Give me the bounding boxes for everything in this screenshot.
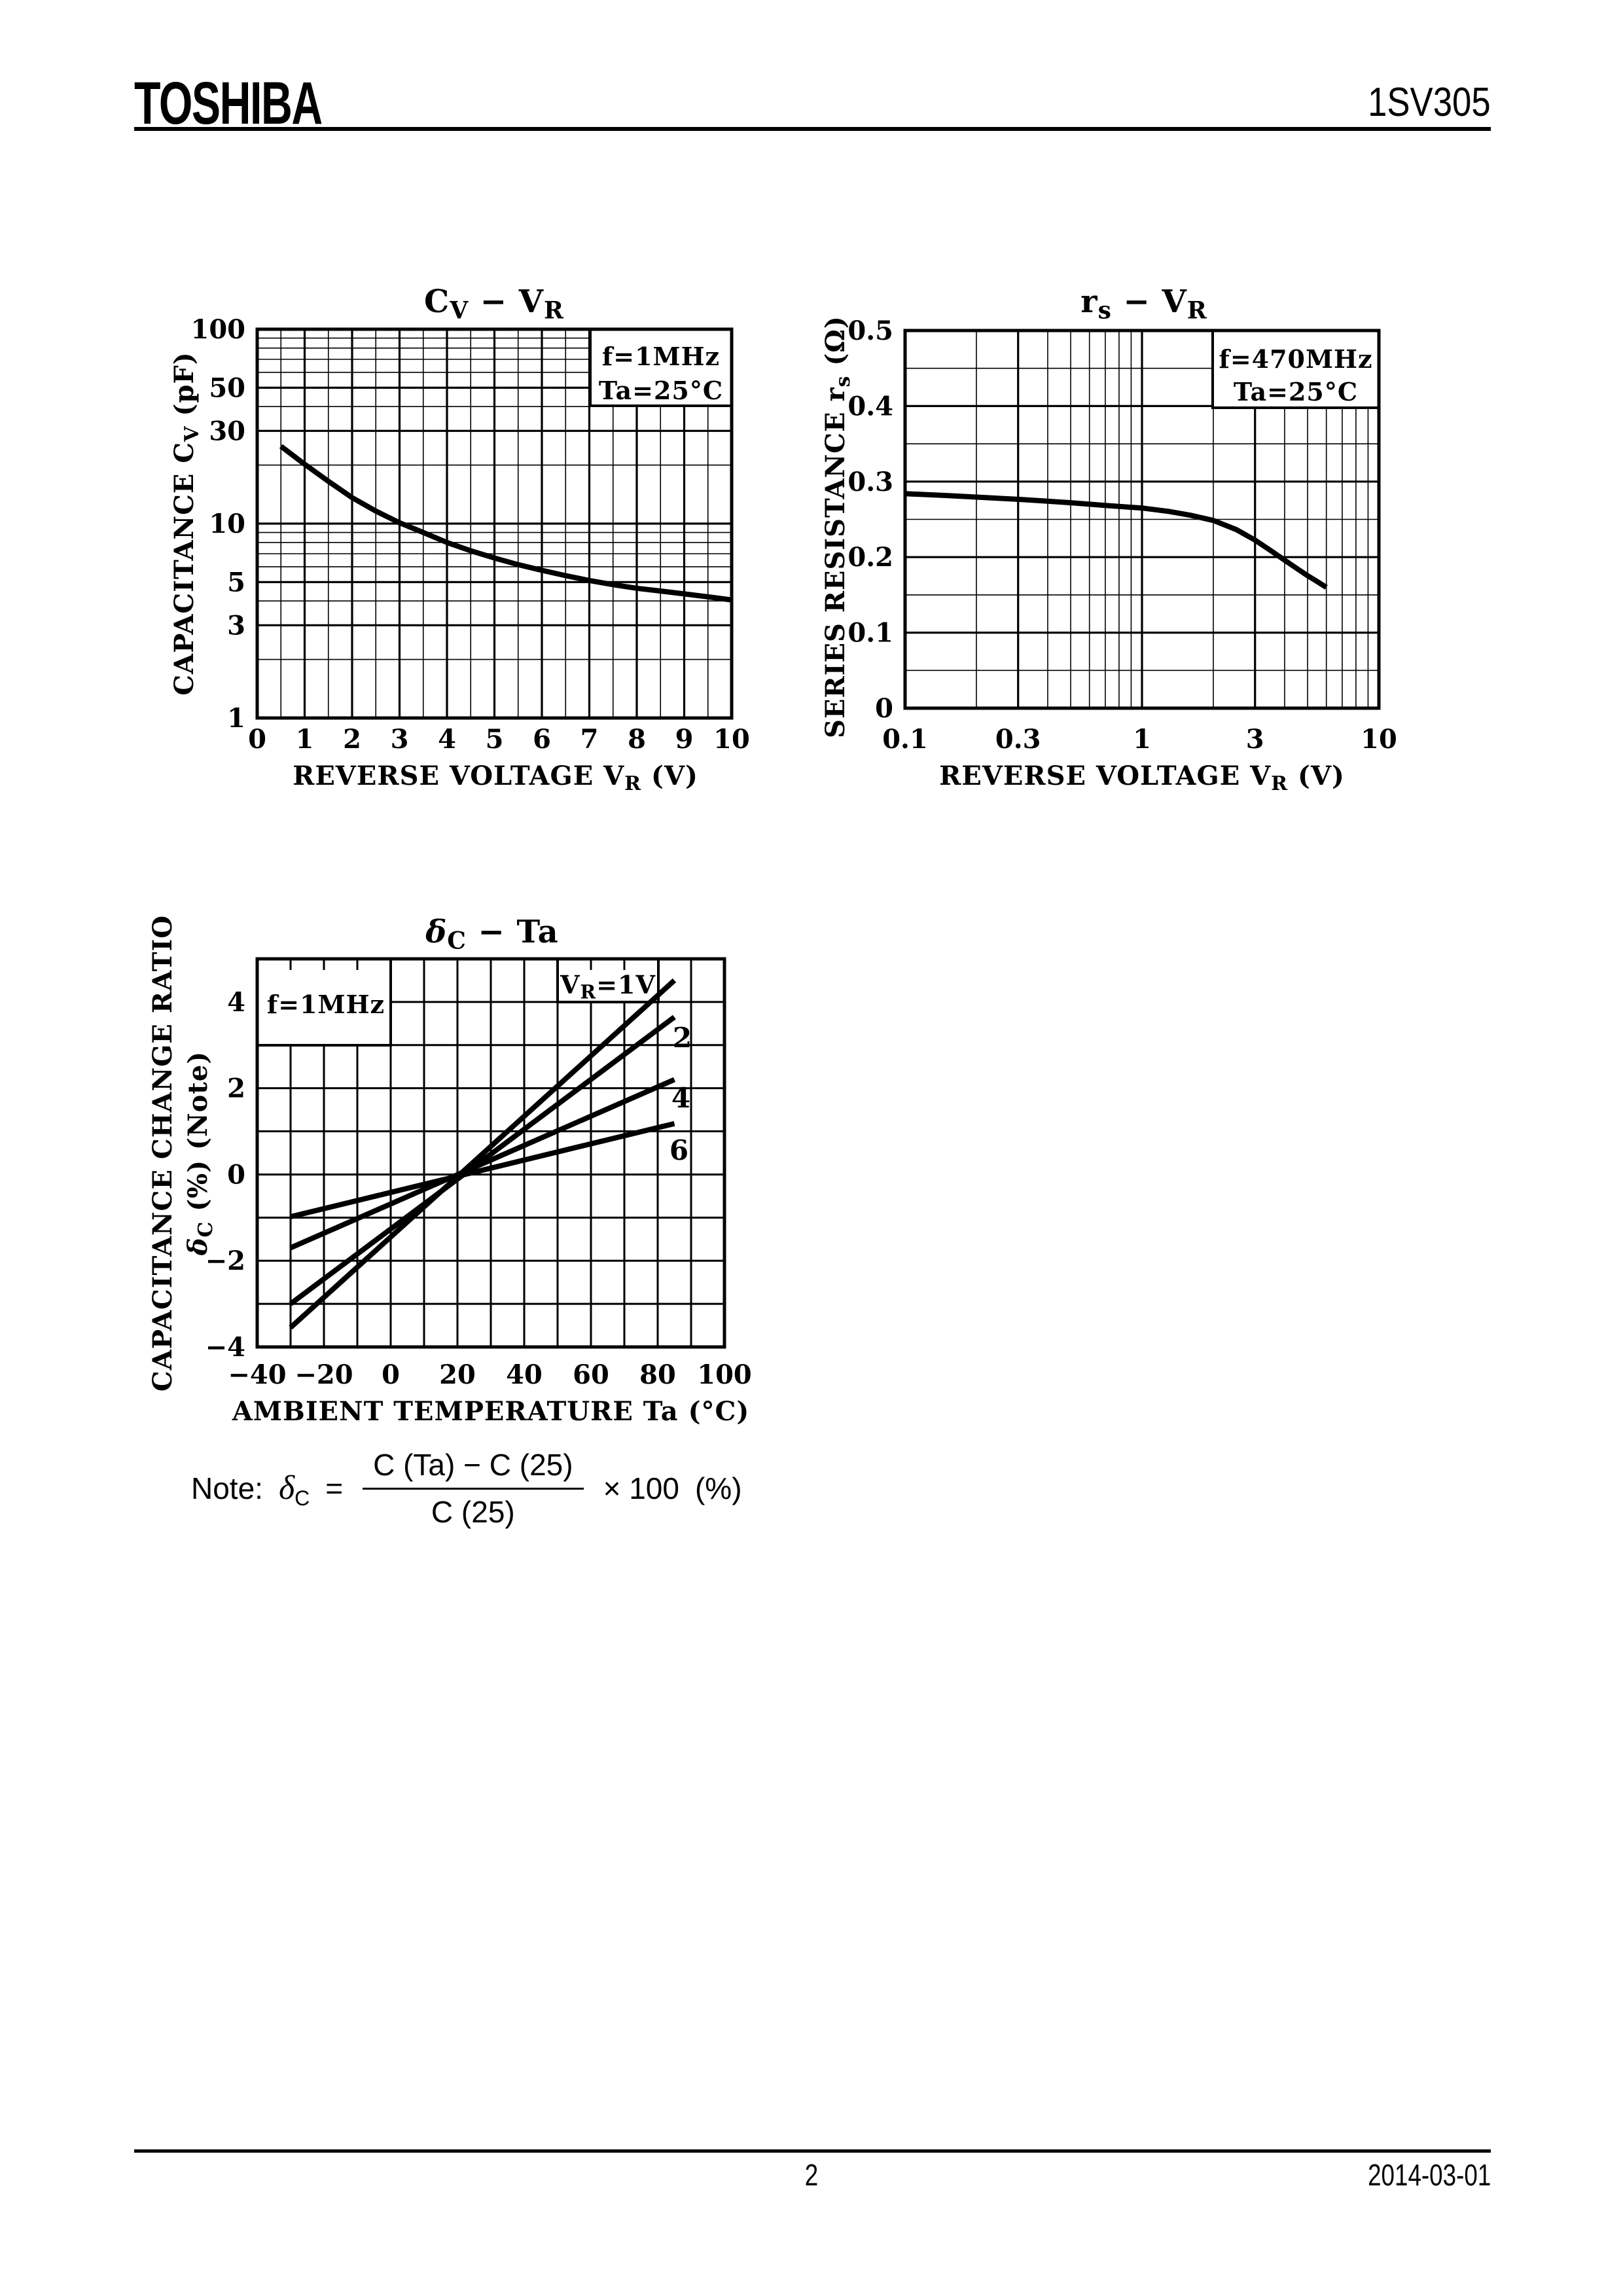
part-number: 1SV305 <box>1368 80 1491 125</box>
rs_vr-annotation-text: Ta=25°C <box>1234 377 1358 406</box>
page-number: 2 <box>804 2158 819 2192</box>
cv_vr-xtick: 5 <box>486 724 504 755</box>
cv_vr-annotation-text: Ta=25°C <box>599 376 723 405</box>
cv_vr-ytick: 10 <box>209 509 245 539</box>
rs_vr-xtick: 10 <box>1361 724 1397 755</box>
cv_vr-xtick: 2 <box>343 724 361 755</box>
rs_vr-ytick: 0.1 <box>847 618 893 649</box>
unit-label: (%) <box>694 1471 742 1505</box>
dc_ta-title: δC − Ta <box>425 914 559 955</box>
dc_ta-annotation-text: f=1MHz <box>267 990 385 1019</box>
cv_vr-ytick: 5 <box>227 567 245 598</box>
dc_ta-ytick: 4 <box>227 987 245 1018</box>
dc_ta-ylabel-0: CAPACITANCE CHANGE RATIO <box>147 915 178 1391</box>
rs_vr-annotation-box-0 <box>1211 329 1380 409</box>
dc_ta-xtick: 60 <box>573 1359 609 1390</box>
dc_ta-xtick: 80 <box>639 1359 676 1390</box>
dc_ta-ytick: −4 <box>205 1332 245 1363</box>
dc_ta-xtick: −40 <box>228 1359 286 1390</box>
cv_vr-xtick: 0 <box>248 724 266 755</box>
dc_ta-series-0 <box>289 978 677 1330</box>
rs_vr-plot-border <box>903 329 1381 710</box>
dc_ta-series-1 <box>289 1014 676 1306</box>
rs_vr-ylabel-0: SERIES RESISTANCE rs (Ω) <box>820 315 855 738</box>
dc_ta-ytick: −2 <box>205 1246 245 1276</box>
cv_vr-xtick: 3 <box>391 724 409 755</box>
cv_vr-ylabel-0: CAPACITANCE CV (pF) <box>169 351 204 695</box>
header-rule <box>134 127 1491 131</box>
rs_vr-xtick: 1 <box>1133 724 1151 755</box>
cv_vr-xtick: 8 <box>628 724 646 755</box>
dc_ta-ytick: 0 <box>227 1159 245 1190</box>
rs_vr-xlabel: REVERSE VOLTAGE VR (V) <box>939 761 1345 795</box>
dc_ta-xlabel: AMBIENT TEMPERATURE Ta (°C) <box>232 1396 750 1427</box>
cv_vr-xlabel: REVERSE VOLTAGE VR (V) <box>293 761 698 795</box>
dc_ta-series-label: 4 <box>671 1082 691 1114</box>
cv_vr-plot-border <box>255 327 734 720</box>
note-formula: Note: δC = C (Ta) − C (25) C (25) × 100 … <box>191 1448 742 1530</box>
cv_vr-ytick: 50 <box>209 372 245 403</box>
toshiba-logo: TOSHIBA <box>134 70 323 137</box>
dc_ta-ylabel-1: δC (%) (Note) <box>183 1051 217 1256</box>
footer-date: 2014-03-01 <box>1367 2158 1491 2192</box>
cv_vr-ytick: 30 <box>209 416 245 446</box>
dc_ta-series-label: 6 <box>669 1134 689 1166</box>
dc_ta-ytick: 2 <box>227 1073 245 1104</box>
dc_ta-xtick: 0 <box>382 1359 400 1390</box>
fraction-denominator: C (25) <box>431 1494 515 1529</box>
formula-fraction: C (Ta) − C (25) C (25) <box>363 1448 584 1530</box>
dc_ta-xtick: −20 <box>294 1359 353 1390</box>
cv_vr-ytick: 1 <box>227 703 245 734</box>
cv_vr-xtick: 9 <box>675 724 694 755</box>
cv_vr-title: CV − VR <box>424 283 564 325</box>
dc_ta-series-3 <box>290 1121 675 1219</box>
dc_ta-plot-border <box>255 957 726 1349</box>
dc_ta-annotation-box-1 <box>556 958 660 1003</box>
equals-sign: = <box>325 1471 344 1505</box>
rs_vr-xtick: 3 <box>1246 724 1264 755</box>
footer-rule <box>134 2149 1491 2153</box>
rs_vr-series-0 <box>904 491 1328 590</box>
cv_vr-xtick: 7 <box>580 724 599 755</box>
dc_ta-series-2 <box>289 1077 676 1251</box>
rs_vr-ytick: 0.4 <box>847 391 893 422</box>
rs_vr-ytick: 0.2 <box>847 542 893 573</box>
cv_vr-xtick: 1 <box>296 724 314 755</box>
dc_ta-xtick: 40 <box>506 1359 543 1390</box>
multiplier: × 100 <box>603 1471 679 1505</box>
note-label: Note: <box>191 1471 263 1505</box>
cv_vr-xtick: 10 <box>713 724 750 755</box>
cv_vr-xtick: 4 <box>438 724 456 755</box>
cv_vr-ytick: 3 <box>227 610 245 641</box>
cv_vr-annotation-text: f=1MHz <box>602 342 720 371</box>
rs_vr-xtick: 0.3 <box>995 724 1041 755</box>
rs_vr-xtick: 0.1 <box>882 724 928 755</box>
rs_vr-annotation-text: f=470MHz <box>1219 344 1372 374</box>
delta-symbol: δC <box>278 1469 310 1511</box>
dc_ta-xtick: 20 <box>439 1359 476 1390</box>
fraction-numerator: C (Ta) − C (25) <box>363 1448 584 1490</box>
cv_vr-ytick: 100 <box>191 314 246 345</box>
rs_vr-ytick: 0.5 <box>847 315 893 346</box>
cv_vr-xtick: 6 <box>533 724 551 755</box>
cv_vr-series-0 <box>279 444 732 603</box>
rs_vr-title: rs − VR <box>1080 283 1207 325</box>
dc_ta-xtick: 100 <box>697 1359 752 1390</box>
rs_vr-ytick: 0 <box>875 693 893 724</box>
dc_ta-series-label: 2 <box>673 1022 692 1054</box>
rs_vr-ytick: 0.3 <box>847 467 893 497</box>
dc_ta-annotation-text: VR=1V <box>560 970 656 1003</box>
cv_vr-annotation-box-0 <box>589 328 733 407</box>
